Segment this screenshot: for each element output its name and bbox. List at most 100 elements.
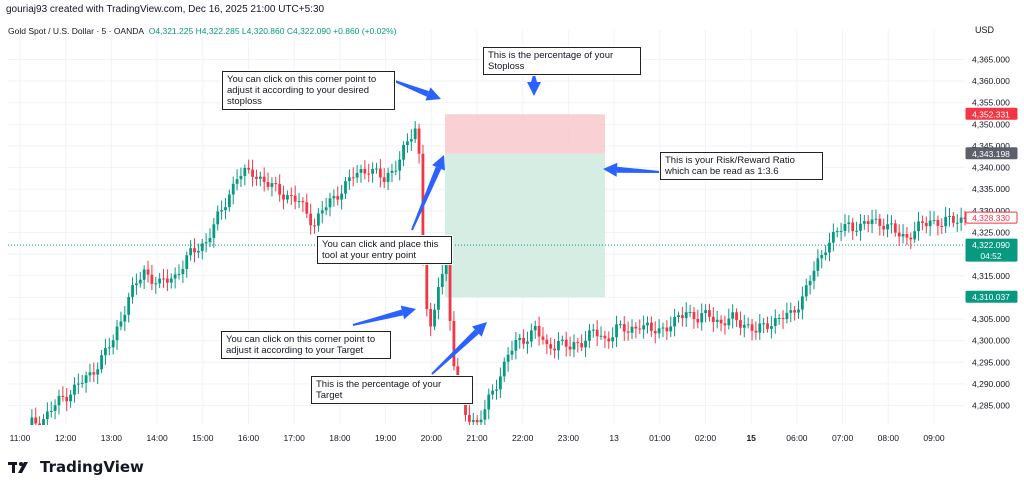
candle-body — [878, 218, 882, 226]
candle-body — [773, 318, 777, 327]
candle-body — [185, 255, 189, 270]
candle-body — [413, 128, 417, 140]
target-zone[interactable] — [445, 153, 605, 298]
candle-body — [882, 225, 886, 230]
candle-body — [204, 242, 208, 244]
candle-body — [824, 252, 828, 256]
candle-body — [731, 312, 735, 319]
candle-body — [692, 311, 696, 319]
candle-body — [770, 326, 773, 329]
candle-body — [224, 207, 227, 211]
candle-body — [537, 325, 541, 337]
candle-body — [390, 170, 394, 173]
candle-body — [42, 419, 45, 425]
arrow-icon — [411, 155, 445, 231]
time-axis[interactable]: 11:00 12:00 13:00 14:00 15:00 16:00 17:00 18:00… — [10, 433, 945, 443]
candle-body — [344, 181, 347, 194]
candle-body — [828, 242, 831, 253]
candle-body — [831, 231, 835, 243]
annotation-entry: You can click and place this tool at you… — [317, 236, 452, 264]
candle-body — [529, 330, 533, 342]
candle-body — [948, 215, 951, 217]
candle-body — [711, 316, 715, 322]
long-position-tool[interactable] — [445, 114, 605, 298]
candle-body — [266, 182, 270, 187]
candle-body — [38, 423, 42, 425]
arrow-head — [527, 82, 541, 96]
x-tick-label: 02:00 — [695, 433, 717, 443]
candle-body — [135, 283, 138, 286]
candle-body — [921, 221, 924, 223]
candle-body — [278, 184, 282, 195]
stoploss-zone[interactable] — [445, 114, 605, 154]
candle-body — [905, 234, 909, 238]
candle-body — [142, 269, 146, 280]
candle-body — [835, 231, 839, 233]
x-tick-label: 17:00 — [284, 433, 306, 443]
candle-body — [107, 347, 111, 349]
candle-body — [727, 318, 731, 326]
candle-body — [951, 215, 955, 223]
candle-body — [200, 243, 204, 251]
candle-body — [940, 225, 944, 227]
candle-body — [406, 141, 409, 145]
y-tick-label: 4,350.000 — [972, 119, 1010, 129]
x-tick-label: 06:00 — [786, 433, 808, 443]
symbol-name: Gold Spot / U.S. Dollar · 5 · OANDA — [8, 26, 145, 36]
x-tick-label: 11:00 — [10, 433, 31, 443]
candle-body — [243, 167, 247, 176]
candle-body — [162, 278, 165, 280]
candle-body — [227, 194, 231, 208]
x-tick-label: 14:00 — [146, 433, 168, 443]
open-value: O4,321.225 — [148, 26, 194, 36]
currency-label[interactable]: USD — [975, 25, 995, 35]
candle-body — [286, 195, 289, 200]
x-tick-label: 21:00 — [466, 433, 488, 443]
candle-body — [928, 220, 932, 227]
y-tick-label: 4,355.000 — [972, 98, 1010, 108]
candle-body — [239, 175, 243, 180]
candle-body — [30, 417, 34, 425]
candle-body — [433, 309, 436, 327]
candle-body — [448, 261, 452, 321]
candle-body — [762, 323, 766, 325]
candle-body — [897, 232, 901, 237]
candle-body — [289, 195, 293, 197]
candle-body — [282, 194, 285, 200]
candle-body — [429, 309, 433, 327]
annotation-stop-corner: You can click on this corner point to ad… — [222, 71, 395, 110]
y-tick-label: 4,285.000 — [972, 401, 1010, 411]
candle-body — [100, 355, 103, 370]
candle-body — [680, 315, 684, 319]
candle-body — [576, 342, 580, 344]
candle-body — [800, 296, 804, 310]
arrow-shaft — [352, 309, 404, 326]
candle-body — [146, 269, 150, 275]
candle-body — [69, 394, 72, 402]
candle-body — [634, 326, 638, 329]
candle-body — [65, 397, 69, 402]
candle-body — [886, 224, 889, 230]
candle-body — [700, 313, 704, 323]
candle-body — [258, 176, 262, 179]
candle-body — [696, 318, 700, 323]
x-tick-label: 12:00 — [55, 433, 77, 443]
candle-body — [932, 219, 936, 221]
candle-body — [355, 172, 359, 178]
candle-body — [177, 274, 181, 276]
candle-body — [305, 202, 309, 214]
candle-body — [169, 278, 173, 283]
tradingview-logo[interactable]: TradingView — [8, 458, 144, 476]
x-tick-label: 18:00 — [329, 433, 351, 443]
arrow-shaft — [531, 75, 537, 82]
candle-body — [870, 219, 874, 224]
y-tick-label: 4,365.000 — [972, 54, 1010, 64]
candle-body — [684, 312, 688, 319]
candle-body — [491, 390, 495, 395]
candle-body — [638, 328, 642, 330]
candle-body — [212, 224, 216, 238]
candle-body — [502, 361, 506, 377]
candle-body — [487, 394, 491, 410]
candle-body — [80, 382, 84, 384]
